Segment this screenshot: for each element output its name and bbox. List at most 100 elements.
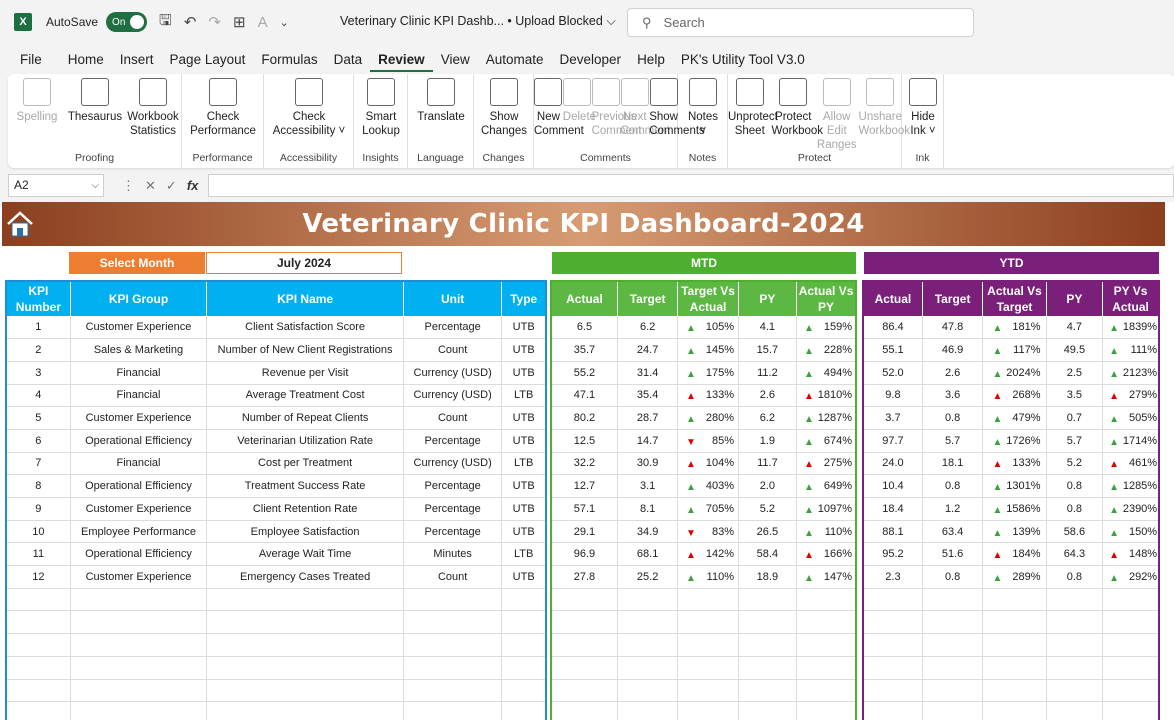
menu-tab-formulas[interactable]: Formulas <box>261 52 318 67</box>
ytd-py-vs-actual[interactable]: ▲ 150% <box>1102 520 1160 544</box>
mtd-target-vs-actual[interactable]: ▲ 403% <box>677 474 739 498</box>
mtd-py[interactable]: 15.7 <box>738 338 798 362</box>
ribbon-button-check-accessibility[interactable]: Check Accessibility ˅ <box>264 78 354 138</box>
redo-icon[interactable]: ↷ <box>208 14 221 31</box>
empty-cell[interactable] <box>677 656 739 680</box>
kpi-name[interactable]: Average Treatment Cost <box>206 384 404 408</box>
ytd-py[interactable]: 3.5 <box>1046 384 1104 408</box>
kpi-unit[interactable]: Minutes <box>403 542 503 567</box>
empty-cell[interactable] <box>206 610 404 635</box>
formula-input[interactable] <box>208 174 1174 197</box>
empty-cell[interactable] <box>551 633 618 657</box>
font-color-icon[interactable]: A <box>257 13 268 31</box>
ytd-py[interactable]: 0.8 <box>1046 474 1104 498</box>
empty-cell[interactable] <box>1046 588 1104 612</box>
empty-cell[interactable] <box>738 588 798 612</box>
ribbon-button-previous-comment[interactable]: Previous Comment <box>592 78 641 138</box>
mtd-target[interactable]: 24.7 <box>617 338 679 362</box>
mtd-target[interactable]: 14.7 <box>617 429 679 453</box>
kpi-unit[interactable]: Percentage <box>403 429 503 453</box>
kpi-name[interactable]: Revenue per Visit <box>206 361 404 385</box>
mtd-actual[interactable]: 57.1 <box>551 497 618 521</box>
kpi-number[interactable]: 11 <box>6 542 71 567</box>
ytd-actual-vs-target[interactable]: ▲ 1301% <box>982 474 1047 498</box>
kpi-group[interactable]: Financial <box>70 361 208 385</box>
mtd-target-vs-actual[interactable]: ▲ 175% <box>677 361 739 385</box>
mtd-actual[interactable]: 96.9 <box>551 542 618 567</box>
ribbon-button-allow-edit-ranges[interactable]: Allow Edit Ranges <box>815 78 859 152</box>
mtd-target[interactable]: 30.9 <box>617 452 679 476</box>
empty-cell[interactable] <box>617 633 679 657</box>
ytd-target[interactable]: 63.4 <box>922 520 984 544</box>
ytd-actual[interactable]: 18.4 <box>863 497 923 521</box>
menu-tab-data[interactable]: Data <box>333 52 363 67</box>
ytd-actual[interactable]: 52.0 <box>863 361 923 385</box>
kpi-name[interactable]: Number of New Client Registrations <box>206 338 404 362</box>
mtd-actual-vs-py[interactable]: ▲ 674% <box>796 429 857 453</box>
empty-cell[interactable] <box>1102 610 1160 635</box>
empty-cell[interactable] <box>982 610 1047 635</box>
empty-cell[interactable] <box>922 679 984 703</box>
empty-cell[interactable] <box>6 701 71 720</box>
ytd-actual-vs-target[interactable]: ▲ 479% <box>982 406 1047 430</box>
ytd-actual-vs-target[interactable]: ▲ 117% <box>982 338 1047 362</box>
kpi-unit[interactable]: Count <box>403 565 503 589</box>
menu-tab-help[interactable]: Help <box>637 52 665 67</box>
empty-cell[interactable] <box>501 633 547 657</box>
menu-tab-pk-s-utility-tool-v3-0[interactable]: PK's Utility Tool V3.0 <box>680 52 805 67</box>
ribbon-button-unshare-workbook[interactable]: Unshare Workbook <box>859 78 910 138</box>
empty-cell[interactable] <box>677 701 739 720</box>
ytd-actual[interactable]: 3.7 <box>863 406 923 430</box>
mtd-target[interactable]: 35.4 <box>617 384 679 408</box>
ytd-py[interactable]: 49.5 <box>1046 338 1104 362</box>
empty-cell[interactable] <box>738 610 798 635</box>
ytd-actual[interactable]: 86.4 <box>863 316 923 340</box>
ytd-target[interactable]: 46.9 <box>922 338 984 362</box>
kpi-name[interactable]: Emergency Cases Treated <box>206 565 404 589</box>
mtd-target-vs-actual[interactable]: ▲ 142% <box>677 542 739 567</box>
empty-cell[interactable] <box>738 656 798 680</box>
kpi-number[interactable]: 5 <box>6 406 71 430</box>
kpi-name[interactable]: Cost per Treatment <box>206 452 404 476</box>
mtd-target[interactable]: 34.9 <box>617 520 679 544</box>
empty-cell[interactable] <box>501 588 547 612</box>
mtd-actual[interactable]: 47.1 <box>551 384 618 408</box>
mtd-py[interactable]: 6.2 <box>738 406 798 430</box>
kpi-group[interactable]: Operational Efficiency <box>70 429 208 453</box>
empty-cell[interactable] <box>403 679 503 703</box>
empty-cell[interactable] <box>863 701 923 720</box>
kpi-unit[interactable]: Percentage <box>403 316 503 340</box>
mtd-target[interactable]: 25.2 <box>617 565 679 589</box>
ytd-target[interactable]: 18.1 <box>922 452 984 476</box>
ribbon-button-check-performance[interactable]: Check Performance <box>182 78 264 138</box>
empty-cell[interactable] <box>922 588 984 612</box>
mtd-actual-vs-py[interactable]: ▲ 649% <box>796 474 857 498</box>
empty-cell[interactable] <box>1102 588 1160 612</box>
ytd-py[interactable]: 0.8 <box>1046 497 1104 521</box>
insert-function-icon[interactable]: fx <box>186 178 199 193</box>
ytd-actual[interactable]: 55.1 <box>863 338 923 362</box>
month-dropdown[interactable]: July 2024 <box>206 252 402 274</box>
empty-cell[interactable] <box>206 633 404 657</box>
kpi-type[interactable]: LTB <box>501 542 547 567</box>
mtd-actual[interactable]: 35.7 <box>551 338 618 362</box>
document-title[interactable]: Veterinary Clinic KPI Dashb... • Upload … <box>340 14 616 29</box>
kpi-number[interactable]: 7 <box>6 452 71 476</box>
ytd-py[interactable]: 5.7 <box>1046 429 1104 453</box>
mtd-target-vs-actual[interactable]: ▲ 145% <box>677 338 739 362</box>
kpi-type[interactable]: UTB <box>501 429 547 453</box>
mtd-actual-vs-py[interactable]: ▲ 1097% <box>796 497 857 521</box>
kpi-number[interactable]: 1 <box>6 316 71 340</box>
undo-icon[interactable]: ↶ <box>183 14 197 31</box>
ytd-actual-vs-target[interactable]: ▲ 139% <box>982 520 1047 544</box>
ytd-py-vs-actual[interactable]: ▲ 279% <box>1102 384 1160 408</box>
empty-cell[interactable] <box>6 633 71 657</box>
mtd-py[interactable]: 2.6 <box>738 384 798 408</box>
empty-cell[interactable] <box>617 656 679 680</box>
empty-cell[interactable] <box>501 701 547 720</box>
kpi-number[interactable]: 3 <box>6 361 71 385</box>
ytd-py[interactable]: 4.7 <box>1046 316 1104 340</box>
empty-cell[interactable] <box>863 656 923 680</box>
enter-icon[interactable]: ✓ <box>165 177 177 193</box>
empty-cell[interactable] <box>738 633 798 657</box>
